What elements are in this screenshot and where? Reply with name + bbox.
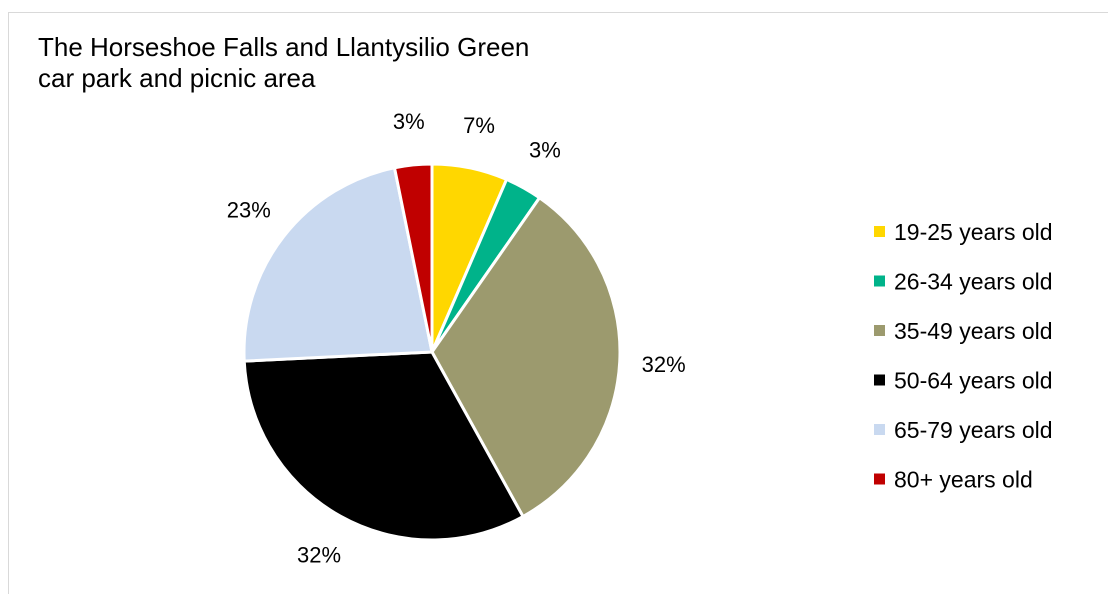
slice-data-label: 3% [393,109,425,134]
legend-swatch [874,473,885,485]
chart-title: The Horseshoe Falls and Llantysilio Gree… [38,32,530,93]
pie-slice-4 [242,350,525,542]
pie-slice-6 [392,162,434,354]
slice-data-label: 23% [227,198,271,223]
legend-label: 26-34 years old [894,269,1053,295]
legend-swatch [874,424,885,435]
slice-data-label: 32% [642,352,686,377]
slice-data-label: 7% [463,113,495,138]
legend-label: 65-79 years old [894,417,1053,443]
slice-data-label: 3% [529,137,561,162]
chart-frame [8,12,1108,594]
legend-label: 80+ years old [894,467,1033,493]
legend-swatch [874,374,885,386]
legend-swatch [874,226,885,237]
pie-slice-5 [242,166,434,363]
legend-label: 19-25 years old [894,219,1053,245]
legend-label: 35-49 years old [894,318,1053,344]
legend-label: 50-64 years old [894,368,1053,394]
legend-swatch [874,325,885,336]
legend-swatch [874,275,885,287]
slice-data-label: 32% [297,543,341,568]
